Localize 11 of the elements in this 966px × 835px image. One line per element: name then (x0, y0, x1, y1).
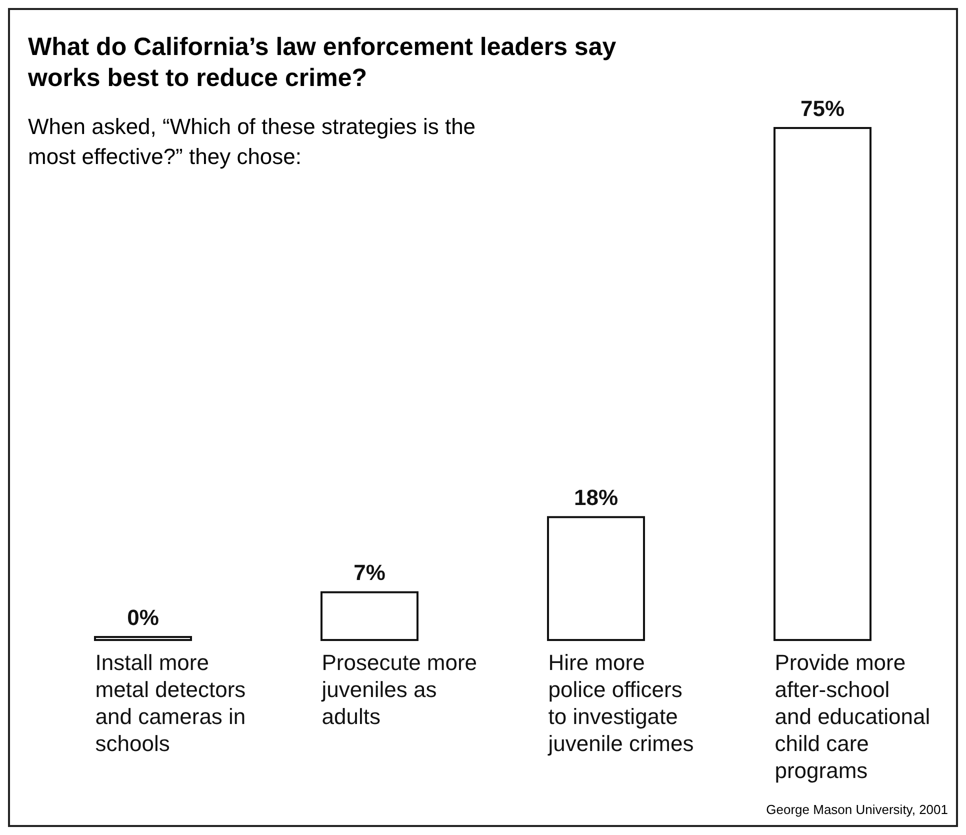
text: George Mason University, 2001 (766, 802, 948, 817)
chart-subtitle: When asked, “Which of these strategies is the most effective?” they chose: (28, 113, 477, 171)
x-tick-label: Prosecute more juveniles as adults (320, 650, 478, 729)
data-label: 7% (354, 560, 386, 586)
x-tick-label: Hire more police officers to investigate juvenile crimes (547, 650, 694, 756)
x-tick-label: Install more metal detectors and cameras in schools (95, 650, 246, 756)
data-label: 0% (127, 605, 159, 630)
x-tick-label: Provide more after-school and educational child care programs (774, 650, 930, 783)
data-label: 18% (574, 485, 618, 510)
chart-title: What do California’s law enforcement leaders say works best to reduce crime? (28, 32, 618, 94)
data-label: 75% (800, 96, 845, 121)
